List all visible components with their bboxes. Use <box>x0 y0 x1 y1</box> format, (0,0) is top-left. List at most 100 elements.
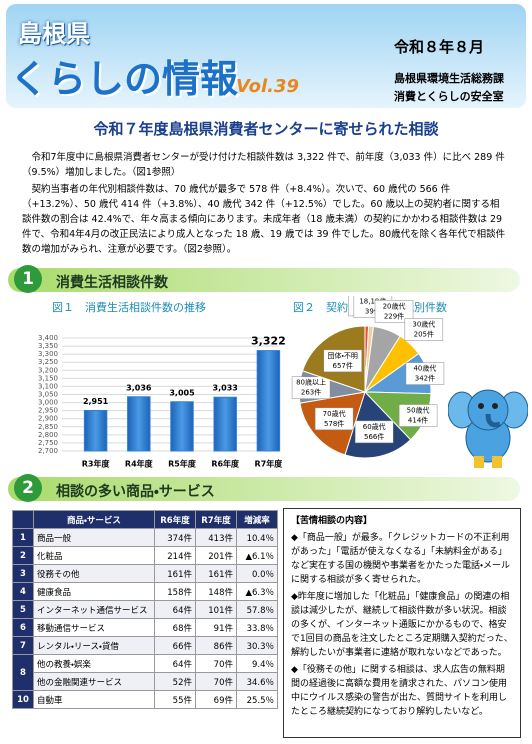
number-cell: 64件 <box>154 600 196 619</box>
ranking-table: 商品・サービス R6年度 R7年度 増減率 1 商品一般 374件 413件 10.4％ 2 化粧品… <box>12 510 278 709</box>
slice-label: 70歳代 <box>323 409 346 418</box>
rank-cell: 2 <box>12 546 34 565</box>
number-cell: 55件 <box>154 690 196 709</box>
sidebar-item: ◆昨年度に増加した「化粧品」「健康食品」の関連の相談は減少したが、継続して相談件… <box>291 592 513 658</box>
item-cell: 商品一般 <box>33 528 155 547</box>
section-number: 2 <box>14 474 42 502</box>
rank-cell: 5 <box>12 600 34 619</box>
header-date: 令和８年８月 <box>394 38 485 56</box>
item-cell: 健康食品 <box>33 582 155 601</box>
slice-value: 578件 <box>324 419 344 428</box>
table-row: 8 他の教養・娯楽 64件 70件 9.4％ <box>12 654 278 691</box>
slice-value: 39件 <box>365 307 381 316</box>
number-cell: 0.0％ <box>236 564 278 583</box>
item-cell: 他の金融関連サービス <box>33 672 155 691</box>
slice-label: 80歳以上 <box>296 378 326 387</box>
slice-label: 50歳代 <box>407 406 430 415</box>
paragraph: 契約当事者の年代別相談件数は、70 歳代が最多で 578 件（+8.4%）。次い… <box>22 184 506 255</box>
table-row: 他の金融関連サービス 52件 70件 34.6％ <box>13 672 278 691</box>
sidebar-item: ◆「商品一般」が最多。「クレジットカードの不正利用があった」「電話が使えなくなる… <box>291 533 511 585</box>
y-tick-label: 2,700 <box>38 447 58 455</box>
bar-chart: 図１ 消費生活相談件数の推移 2,7002,7502,8002,8502,900… <box>38 300 285 469</box>
slice-value: 342件 <box>415 374 435 383</box>
number-cell: 148件 <box>195 582 237 601</box>
slice-label: 40歳代 <box>413 364 436 373</box>
header <box>6 4 526 108</box>
header-pref: 島根県 <box>18 20 90 48</box>
x-tick-label: R4年度 <box>125 459 154 469</box>
y-tick-label: 2,950 <box>38 407 58 415</box>
number-cell: 34.6％ <box>236 672 278 691</box>
rank-cell: 6 <box>12 618 34 637</box>
section-title: 相談の多い商品・サービス <box>56 484 215 500</box>
rank-cell: 4 <box>12 582 34 601</box>
y-tick-label: 3,200 <box>38 366 58 374</box>
label-box <box>404 318 444 341</box>
rank-cell: 8 <box>12 654 34 691</box>
sidebar-item: ◆「役務その他」に関する相談は、求人広告の無料期間の経過後に高額な費用を請求され… <box>291 665 508 717</box>
value-label: 3,322 <box>251 335 285 348</box>
section-number: 1 <box>14 265 42 293</box>
label-box <box>398 404 438 427</box>
table-header: 商品・サービス R6年度 R7年度 増減率 <box>12 510 278 529</box>
slice-label: 18,19歳 <box>359 297 386 306</box>
header-cell: 増減率 <box>236 510 278 529</box>
header-dept: 島根県環境生活総務課 <box>394 72 504 85</box>
y-tick-label: 3,350 <box>38 342 58 350</box>
value-label: 3,033 <box>213 384 238 393</box>
number-cell: 30.3％ <box>236 636 278 655</box>
number-cell: 413件 <box>195 528 237 547</box>
slice-label: 60歳代 <box>363 422 386 431</box>
label-box <box>291 376 331 399</box>
number-cell: 52件 <box>154 672 196 691</box>
number-cell: 374件 <box>154 528 196 547</box>
number-cell: ▲6.1％ <box>236 546 278 565</box>
rank-cell: 7 <box>12 636 34 655</box>
number-cell: 201件 <box>195 546 237 565</box>
rank-cell: 1 <box>12 528 34 547</box>
number-cell: 70件 <box>195 654 237 673</box>
number-cell: 161件 <box>154 564 196 583</box>
y-tick-label: 2,800 <box>38 431 58 439</box>
value-label: 3,036 <box>126 383 152 392</box>
number-cell: 57.8％ <box>236 600 278 619</box>
number-cell: 68件 <box>154 618 196 637</box>
header-cell <box>12 510 34 529</box>
header-dept: 消費とくらしの安全室 <box>394 90 504 103</box>
item-cell: レンタル・リース・貸借 <box>33 636 155 655</box>
section-band: 2 相談の多い商品・サービス <box>8 474 520 502</box>
header-title: くらしの情報 <box>10 57 239 101</box>
table-row: 10 自動車 55件 69件 25.5％ <box>12 690 278 709</box>
number-cell: 161件 <box>195 564 237 583</box>
bar <box>170 401 194 452</box>
slice-value: 229件 <box>384 311 404 320</box>
table-row: 2 化粧品 214件 201件 ▲6.1％ <box>12 546 278 565</box>
number-cell: 70件 <box>195 672 237 691</box>
rank-cell: 10 <box>12 690 34 709</box>
slice-value: 205件 <box>414 330 434 339</box>
item-cell: 自動車 <box>33 690 155 709</box>
slice-label: 団体・不明 <box>328 351 358 360</box>
table-row: 5 インターネット通信サービス 64件 101件 57.8％ <box>12 600 278 619</box>
article-title: 令和７年度島根県消費者センターに寄せられた相談 <box>93 120 439 138</box>
slice-value: 657件 <box>333 361 353 370</box>
bar <box>256 350 281 452</box>
value-label: 3,005 <box>169 388 195 397</box>
value-label: 2,951 <box>83 397 109 406</box>
bar <box>213 396 237 452</box>
y-tick-label: 3,100 <box>38 382 58 390</box>
y-tick-label: 3,300 <box>38 350 58 358</box>
number-cell: 9.4％ <box>236 654 278 673</box>
label-box <box>354 420 394 444</box>
paragraph: 令和7年度中に島根県消費者センターが受け付けた相談件数は 3,322 件で、前年… <box>22 152 505 178</box>
y-tick-label: 3,400 <box>38 334 58 342</box>
table-row: 4 健康食品 158件 148件 ▲6.3％ <box>12 582 278 601</box>
number-cell: 158件 <box>154 582 196 601</box>
y-tick-label: 2,900 <box>38 415 58 423</box>
number-cell: 214件 <box>154 546 196 565</box>
number-cell: 64件 <box>154 654 196 673</box>
table-row: 3 役務その他 161件 161件 0.0％ <box>12 564 278 583</box>
label-box <box>323 349 362 373</box>
header-cell: R6年度 <box>154 510 196 529</box>
